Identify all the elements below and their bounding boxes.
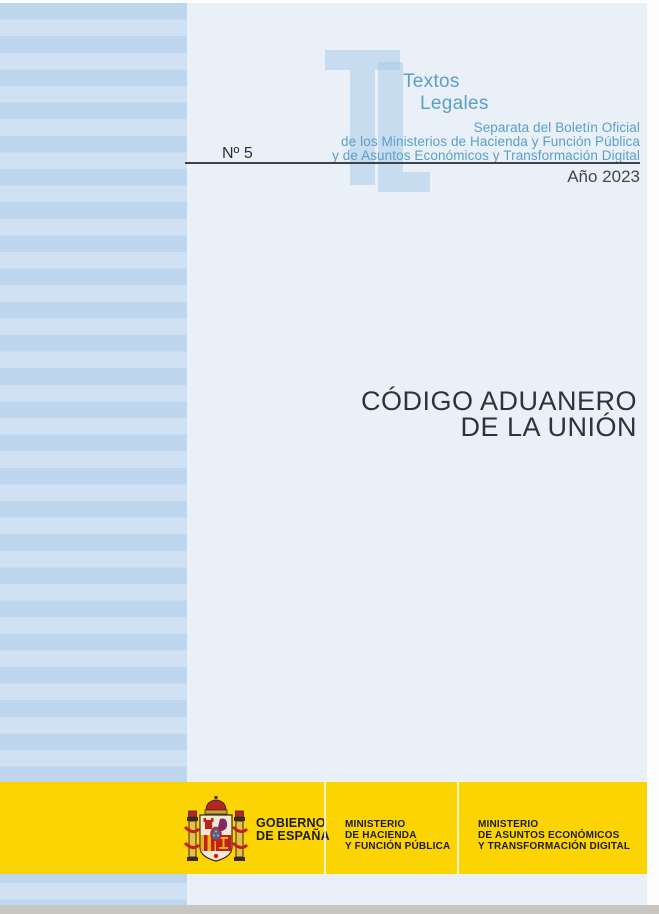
government-band: GOBIERNO DE ESPAÑA MINISTERIO DE HACIEND…: [0, 782, 648, 874]
separata-subtitle: Separata del Boletín Oficial de los Mini…: [332, 121, 640, 163]
separata-line: Separata del Boletín Oficial: [473, 120, 640, 135]
ministry-line: DE HACIENDA: [345, 830, 417, 841]
issue-number: Nº 5: [222, 145, 253, 162]
title-line-2: DE LA UNIÓN: [460, 411, 637, 442]
watermark-letter-t-stem: [350, 70, 375, 185]
ministry-asuntos-economicos-label: MINISTERIO DE ASUNTOS ECONÓMICOS Y TRANS…: [478, 819, 630, 852]
watermark-letter-l-foot: [378, 172, 430, 192]
publication-brand: Textos Legales: [403, 71, 489, 115]
government-label: GOBIERNO DE ESPAÑA: [256, 817, 330, 843]
brand-line-1: Textos: [403, 71, 460, 92]
band-divider: [457, 782, 459, 874]
header-rule: [185, 162, 640, 164]
ministry-line: Y FUNCIÓN PÚBLICA: [345, 841, 451, 852]
ministry-line: MINISTERIO: [345, 819, 406, 830]
ministry-line: DE ASUNTOS ECONÓMICOS: [478, 830, 620, 841]
watermark-letter-l-bar: [378, 62, 403, 172]
brand-line-2: Legales: [420, 93, 489, 114]
ministry-line: Y TRANSFORMACIÓN DIGITAL: [478, 841, 631, 852]
page-title: CÓDIGO ADUANERO DE LA UNIÓN: [360, 386, 637, 442]
band-divider: [324, 782, 326, 874]
page-top-margin: [0, 0, 659, 3]
title-line-1: CÓDIGO ADUANERO: [360, 386, 637, 416]
page-right-margin: [647, 0, 659, 905]
page-bottom-bar: [0, 905, 659, 914]
separata-line: de los Ministerios de Hacienda y Función…: [341, 134, 640, 149]
ministry-line: MINISTERIO: [478, 819, 539, 830]
striped-side-panel: [0, 3, 187, 905]
ministry-hacienda-label: MINISTERIO DE HACIENDA Y FUNCIÓN PÚBLICA: [345, 819, 450, 852]
government-line-1: GOBIERNO: [256, 816, 326, 830]
separata-line: y de Asuntos Económicos y Transformación…: [332, 148, 640, 163]
year-label: Año 2023: [567, 167, 640, 186]
spain-coat-of-arms-icon: [184, 796, 248, 862]
government-line-2: DE ESPAÑA: [256, 829, 330, 843]
